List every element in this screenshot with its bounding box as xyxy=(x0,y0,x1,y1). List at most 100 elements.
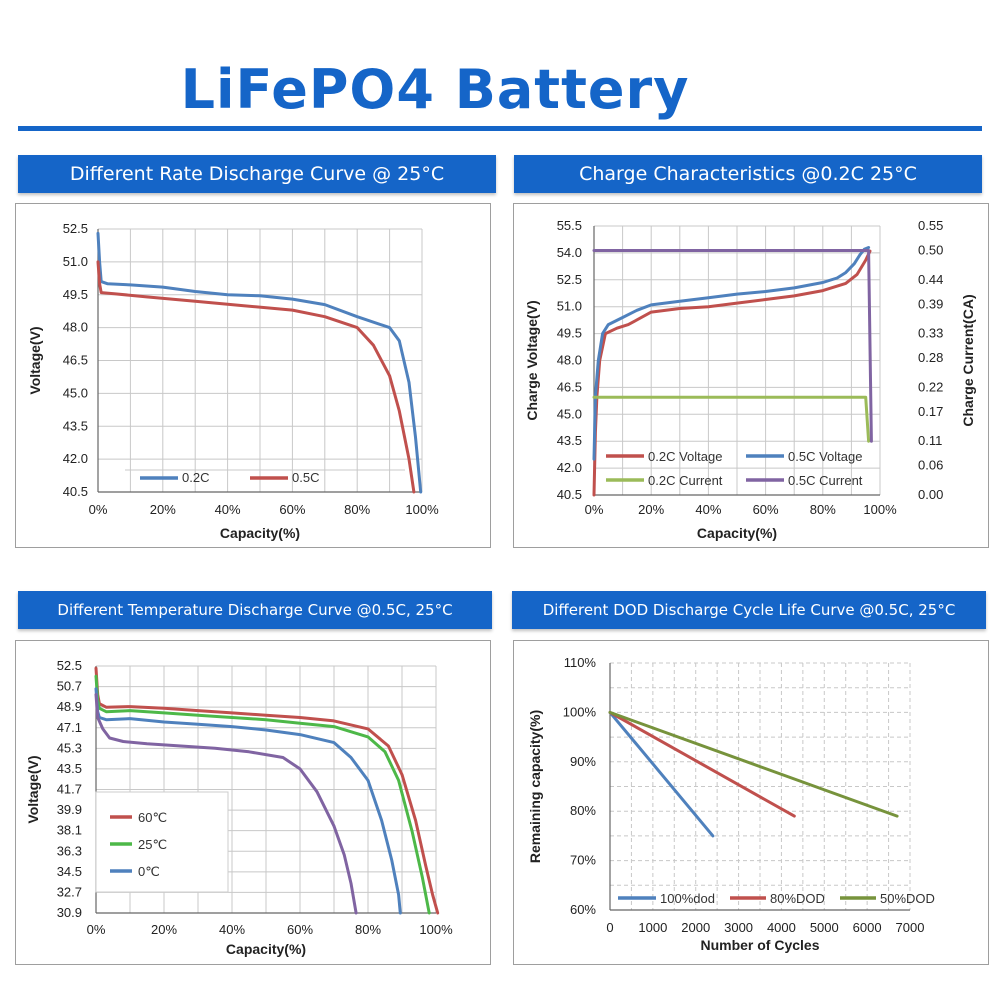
chart-dod-x-axis-title: Number of Cycles xyxy=(700,937,819,953)
chart-temp-x-tick-label: 0% xyxy=(87,922,106,937)
chart-dod-x-tick-label: 5000 xyxy=(810,920,839,935)
chart-rate-y-tick-label: 45.0 xyxy=(63,385,88,400)
chart-rate-x-tick-label: 80% xyxy=(344,502,370,517)
chart-temp-y-tick-label: 52.5 xyxy=(57,658,82,673)
chart-charge-y-tick-label: 43.5 xyxy=(557,433,582,448)
chart-dod-x-tick-label: 6000 xyxy=(853,920,882,935)
chart-temp-y-tick-label: 41.7 xyxy=(57,782,82,797)
chart-charge-x-tick-label: 100% xyxy=(863,502,897,517)
chart-temp-y-tick-label: 32.7 xyxy=(57,884,82,899)
chart-frame-rate-discharge xyxy=(15,203,491,548)
chart-temp-legend-label: 0℃ xyxy=(138,864,160,879)
chart-dod-legend-label: 50%DOD xyxy=(880,891,935,906)
chart-temp-y-tick-label: 39.9 xyxy=(57,802,82,817)
chart-rate-x-tick-label: 100% xyxy=(405,502,439,517)
chart-charge-y-tick-label: 55.5 xyxy=(557,218,582,233)
chart-temp-x-tick-label: 60% xyxy=(287,922,313,937)
chart-charge-series-line-0-5c-voltage xyxy=(592,246,871,461)
chart-charge-x-axis-title: Capacity(%) xyxy=(697,525,777,541)
chart-frame-charge-characteristics xyxy=(513,203,989,548)
chart-dod-x-tick-label: 2000 xyxy=(681,920,710,935)
chart-rate-x-tick-label: 20% xyxy=(150,502,176,517)
chart-charge-y2-tick-label: 0.22 xyxy=(918,379,943,394)
chart-charge-y2-tick-label: 0.00 xyxy=(918,487,943,502)
chart-temp-series-line-25- xyxy=(94,674,431,915)
chart-rate-legend-label: 0.2C xyxy=(182,470,209,485)
chart-charge-y-axis-title: Charge Voltage(V) xyxy=(524,300,540,420)
chart-charge-y-tick-label: 51.0 xyxy=(557,299,582,314)
chart-rate-y-axis-title: Voltage(V) xyxy=(27,326,43,394)
chart-dod-y-tick-label: 90% xyxy=(570,754,596,769)
chart-temp-y-tick-label: 43.5 xyxy=(57,761,82,776)
chart-rate-y-tick-label: 52.5 xyxy=(63,221,88,236)
chart-charge-y2-tick-label: 0.50 xyxy=(918,242,943,257)
chart-dod-y-tick-label: 70% xyxy=(570,853,596,868)
chart-temp-y-tick-label: 36.3 xyxy=(57,843,82,858)
chart-rate-y-tick-label: 43.5 xyxy=(63,418,88,433)
chart-rate-y-tick-label: 48.0 xyxy=(63,320,88,335)
chart-charge-y-tick-label: 48.0 xyxy=(557,353,582,368)
chart-charge-y-tick-label: 40.5 xyxy=(557,487,582,502)
chart-charge-y-tick-label: 42.0 xyxy=(557,460,582,475)
chart-dod-y-tick-label: 100% xyxy=(563,704,597,719)
chart-dod-y-tick-label: 80% xyxy=(570,803,596,818)
chart-charge-y2-tick-label: 0.44 xyxy=(918,272,943,287)
chart-temp-y-axis-title: Voltage(V) xyxy=(25,755,41,823)
chart-dod-x-tick-label: 7000 xyxy=(896,920,925,935)
chart-temp-series-line-unlabeled-3 xyxy=(94,693,358,915)
chart-charge-y-tick-label: 54.0 xyxy=(557,245,582,260)
chart-temp-x-tick-label: 40% xyxy=(219,922,245,937)
chart-dod-legend-label: 80%DOD xyxy=(770,891,825,906)
chart-temp-y-tick-label: 38.1 xyxy=(57,823,82,838)
chart-temp-y-tick-label: 48.9 xyxy=(57,699,82,714)
chart-temp-y-tick-label: 45.3 xyxy=(57,740,82,755)
chart-charge-legend-label: 0.2C Current xyxy=(648,473,723,488)
chart-charge-y-tick-label: 52.5 xyxy=(557,272,582,287)
chart-charge-legend-label: 0.5C Voltage xyxy=(788,449,862,464)
chart-charge-y2-tick-label: 0.55 xyxy=(918,218,943,233)
chart-charge-y2-tick-label: 0.33 xyxy=(918,326,943,341)
chart-charge-y2-tick-label: 0.39 xyxy=(918,296,943,311)
chart-charge-x-tick-label: 20% xyxy=(638,502,664,517)
page-title: LiFePO4 Battery xyxy=(180,58,690,121)
chart-dod-legend-label: 100%dod xyxy=(660,891,715,906)
chart-rate-x-tick-label: 0% xyxy=(89,502,108,517)
chart-charge-y-tick-label: 49.5 xyxy=(557,326,582,341)
chart-temp-x-axis-title: Capacity(%) xyxy=(226,941,306,957)
chart-rate-y-tick-label: 51.0 xyxy=(63,254,88,269)
panel-header-charge-characteristics: Charge Characteristics @0.2C 25°C xyxy=(514,155,982,193)
chart-temp-y-tick-label: 50.7 xyxy=(57,679,82,694)
chart-temp-legend-label: 25℃ xyxy=(138,837,167,852)
chart-charge-y2-tick-label: 0.06 xyxy=(918,458,943,473)
title-underline xyxy=(18,126,982,131)
chart-rate-y-tick-label: 40.5 xyxy=(63,484,88,499)
chart-temp-legend-box xyxy=(95,791,229,893)
chart-charge-series-line-0-5c-current xyxy=(592,249,873,443)
chart-dod-series-line-100-dod xyxy=(608,710,715,838)
chart-charge-x-tick-label: 40% xyxy=(695,502,721,517)
chart-dod-y-axis-title: Remaining capacity(%) xyxy=(527,710,543,863)
chart-charge-legend-label: 0.5C Current xyxy=(788,473,863,488)
chart-charge-y-tick-label: 46.5 xyxy=(557,379,582,394)
chart-charge-x-tick-label: 0% xyxy=(585,502,604,517)
chart-dod-x-tick-label: 3000 xyxy=(724,920,753,935)
chart-dod-series-line-80-dod xyxy=(608,710,796,818)
chart-temp-y-tick-label: 34.5 xyxy=(57,864,82,879)
panel-header-rate-discharge: Different Rate Discharge Curve @ 25°C xyxy=(18,155,496,193)
chart-rate-y-tick-label: 42.0 xyxy=(63,451,88,466)
chart-dod-series-line-50-dod xyxy=(608,710,899,818)
chart-temp-x-tick-label: 20% xyxy=(151,922,177,937)
chart-charge-y2-tick-label: 0.28 xyxy=(918,350,943,365)
chart-charge-y-tick-label: 45.0 xyxy=(557,406,582,421)
chart-dod-x-tick-label: 4000 xyxy=(767,920,796,935)
chart-dod-y-tick-label: 110% xyxy=(564,655,597,670)
chart-temp-series-line-60- xyxy=(94,666,440,915)
chart-charge-x-tick-label: 80% xyxy=(810,502,836,517)
chart-charge-y2-tick-label: 0.17 xyxy=(918,404,943,419)
chart-dod-y-tick-label: 60% xyxy=(570,902,596,917)
chart-rate-series-line-0-5c xyxy=(96,260,416,494)
chart-temp-x-tick-label: 80% xyxy=(355,922,381,937)
chart-temp-x-tick-label: 100% xyxy=(419,922,453,937)
chart-dod-x-tick-label: 0 xyxy=(606,920,613,935)
